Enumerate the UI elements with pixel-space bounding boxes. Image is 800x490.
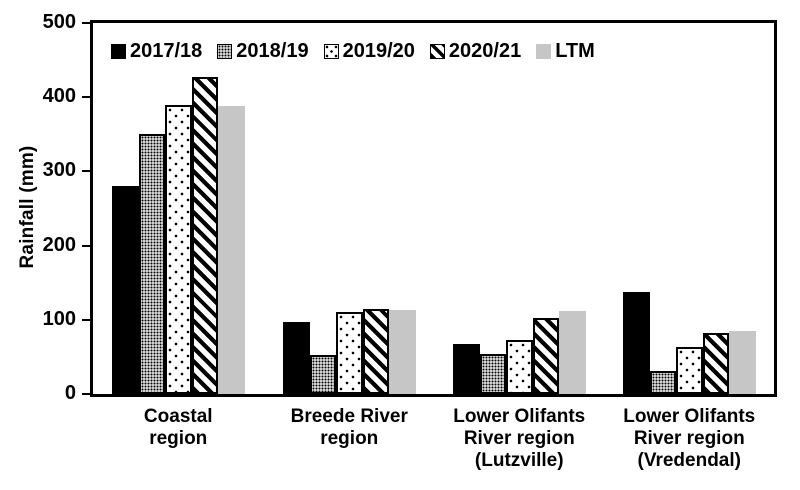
bar-2019-20-cat3: [506, 340, 533, 394]
bar-2017-18-cat4: [623, 292, 650, 394]
bar-2020-21-cat4: [702, 333, 729, 394]
y-tick-label-100: 100: [42, 307, 76, 330]
y-tick-label-200: 200: [42, 233, 76, 256]
bar-LTM-cat4: [729, 331, 756, 394]
legend-label: 2018/19: [236, 40, 309, 62]
bar-2020-21-cat3: [532, 318, 559, 394]
y-tick-mark-200: [82, 244, 90, 247]
legend-swatch-diagonal-hatch-icon: [429, 43, 445, 59]
bar-2019-20-cat2: [336, 312, 363, 394]
bar-2018-19-cat1: [138, 134, 165, 394]
bar-2020-21-cat2: [362, 309, 389, 394]
legend-label: LTM: [555, 40, 595, 62]
bar-2017-18-cat1: [112, 186, 139, 394]
y-tick-mark-400: [82, 96, 90, 99]
legend-item-2019-20: 2019/20: [323, 40, 415, 62]
x-category-label-3: Lower Olifants River region (Lutzville): [453, 406, 586, 471]
bar-2018-19-cat4: [649, 371, 676, 394]
bar-LTM-cat1: [218, 106, 245, 394]
bar-2019-20-cat1: [165, 105, 192, 394]
y-axis-title: Rainfall (mm): [17, 145, 38, 269]
plot-area: 2017/18 2018/19 2019/20 2020/21 LTM: [90, 20, 777, 397]
legend-item-LTM: LTM: [536, 41, 595, 61]
legend-swatch-dense-dots-icon: [217, 43, 233, 59]
legend-label: 2020/21: [448, 40, 522, 62]
legend-label: 2019/20: [342, 40, 415, 62]
y-tick-mark-500: [82, 22, 90, 24]
bar-LTM-cat3: [559, 311, 586, 394]
y-tick-mark-300: [82, 170, 90, 173]
legend-item-2020-21: 2020/21: [429, 40, 522, 62]
x-category-label-4: Lower Olifants River region (Vredendal): [623, 406, 756, 471]
legend-item-2018-19: 2018/19: [217, 40, 309, 62]
bar-2018-19-cat2: [309, 355, 336, 394]
bar-2017-18-cat2: [283, 322, 310, 394]
bar-2017-18-cat3: [453, 344, 480, 394]
legend: 2017/18 2018/19 2019/20 2020/21 LTM: [111, 41, 595, 61]
x-category-label-1: Coastal region: [143, 406, 213, 449]
legend-item-2017-18: 2017/18: [111, 41, 202, 61]
bar-2018-19-cat3: [479, 354, 506, 394]
legend-swatch-solid-black-icon: [111, 43, 126, 59]
bar-2019-20-cat4: [676, 347, 703, 394]
y-tick-mark-0: [82, 393, 90, 395]
legend-swatch-sparse-dots-icon: [323, 43, 339, 59]
bar-LTM-cat2: [389, 310, 416, 394]
legend-swatch-solid-gray-icon: [536, 43, 552, 59]
x-category-label-2: Breede River region: [290, 406, 408, 449]
y-tick-label-0: 0: [64, 382, 76, 405]
y-tick-mark-100: [82, 318, 90, 321]
y-tick-label-500: 500: [42, 11, 76, 34]
y-tick-label-300: 300: [42, 159, 76, 182]
y-tick-label-400: 400: [42, 85, 76, 108]
legend-label: 2017/18: [130, 40, 203, 62]
bar-2020-21-cat1: [191, 77, 218, 394]
